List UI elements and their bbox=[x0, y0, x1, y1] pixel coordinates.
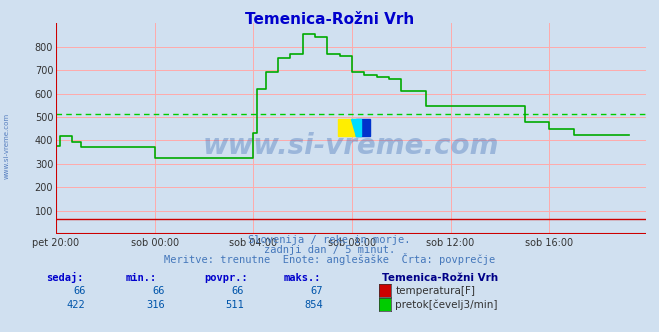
Text: Meritve: trenutne  Enote: anglešaške  Črta: povprečje: Meritve: trenutne Enote: anglešaške Črta… bbox=[164, 253, 495, 265]
Text: 67: 67 bbox=[310, 286, 323, 296]
Text: 66: 66 bbox=[73, 286, 86, 296]
Text: 66: 66 bbox=[152, 286, 165, 296]
Text: maks.:: maks.: bbox=[283, 273, 321, 283]
Bar bbox=[337, 119, 356, 136]
Text: pretok[čevelj3/min]: pretok[čevelj3/min] bbox=[395, 299, 498, 310]
Text: Temenica-Rožni Vrh: Temenica-Rožni Vrh bbox=[382, 273, 498, 283]
Text: zadnji dan / 5 minut.: zadnji dan / 5 minut. bbox=[264, 245, 395, 255]
Text: 66: 66 bbox=[231, 286, 244, 296]
Text: sedaj:: sedaj: bbox=[46, 272, 84, 283]
Text: temperatura[F]: temperatura[F] bbox=[395, 286, 475, 296]
Polygon shape bbox=[351, 119, 361, 136]
Text: 422: 422 bbox=[67, 300, 86, 310]
Text: www.si-vreme.com: www.si-vreme.com bbox=[3, 113, 10, 179]
Polygon shape bbox=[356, 119, 370, 136]
Text: povpr.:: povpr.: bbox=[204, 273, 248, 283]
Text: 316: 316 bbox=[146, 300, 165, 310]
Text: www.si-vreme.com: www.si-vreme.com bbox=[203, 131, 499, 159]
Text: Slovenija / reke in morje.: Slovenija / reke in morje. bbox=[248, 235, 411, 245]
Text: Temenica-Rožni Vrh: Temenica-Rožni Vrh bbox=[245, 12, 414, 27]
Text: min.:: min.: bbox=[125, 273, 156, 283]
Text: 854: 854 bbox=[304, 300, 323, 310]
Text: 511: 511 bbox=[225, 300, 244, 310]
